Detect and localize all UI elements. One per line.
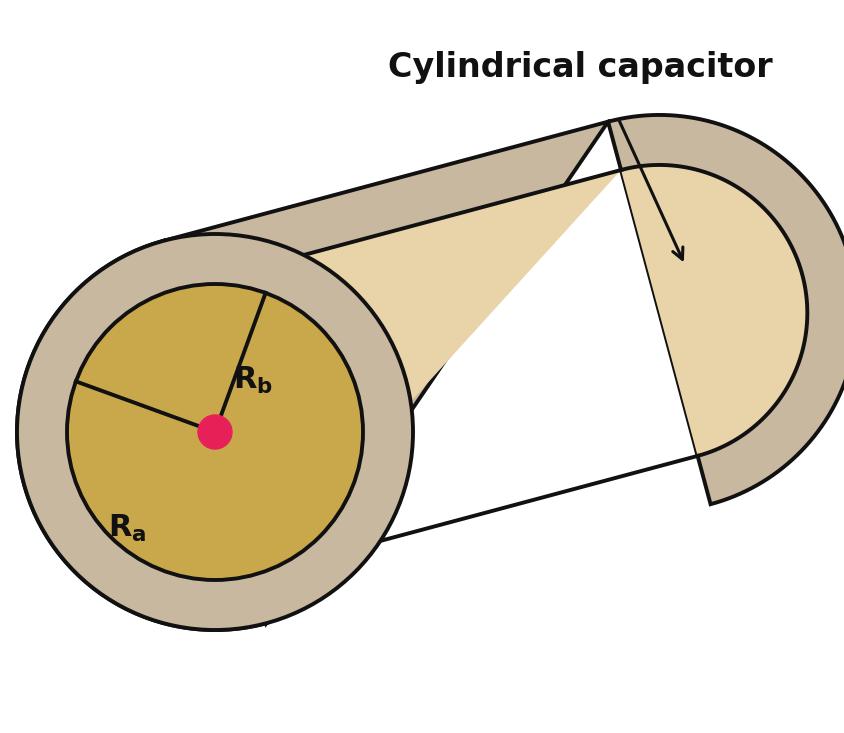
- Circle shape: [17, 234, 413, 630]
- Polygon shape: [17, 115, 844, 630]
- Text: $\mathbf{R_b}$: $\mathbf{R_b}$: [233, 364, 273, 396]
- Text: Cylindrical capacitor: Cylindrical capacitor: [387, 51, 772, 84]
- Polygon shape: [67, 165, 808, 580]
- Circle shape: [67, 284, 363, 580]
- Text: $\mathbf{R_a}$: $\mathbf{R_a}$: [108, 512, 147, 544]
- Circle shape: [198, 415, 232, 449]
